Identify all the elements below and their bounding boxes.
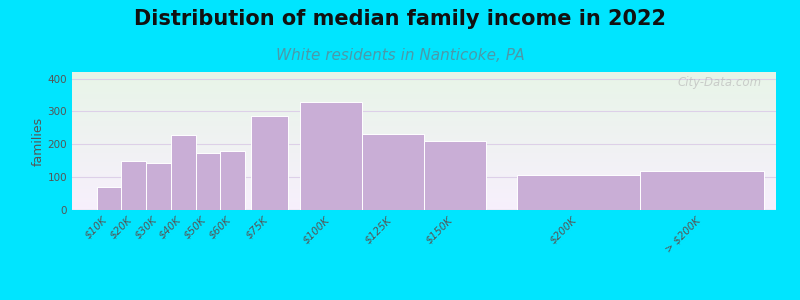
Bar [97,187,122,210]
Y-axis label: families: families [32,116,45,166]
Bar [362,134,424,210]
Bar [122,161,146,210]
Bar [640,171,764,210]
Bar [301,102,362,210]
Text: White residents in Nanticoke, PA: White residents in Nanticoke, PA [276,48,524,63]
Text: City-Data.com: City-Data.com [678,76,762,89]
Bar [171,135,195,210]
Text: Distribution of median family income in 2022: Distribution of median family income in … [134,9,666,29]
Bar [195,152,220,210]
Bar [146,163,171,210]
Bar [517,175,640,210]
Bar [251,116,288,210]
Bar [220,151,245,210]
Bar [424,141,486,210]
